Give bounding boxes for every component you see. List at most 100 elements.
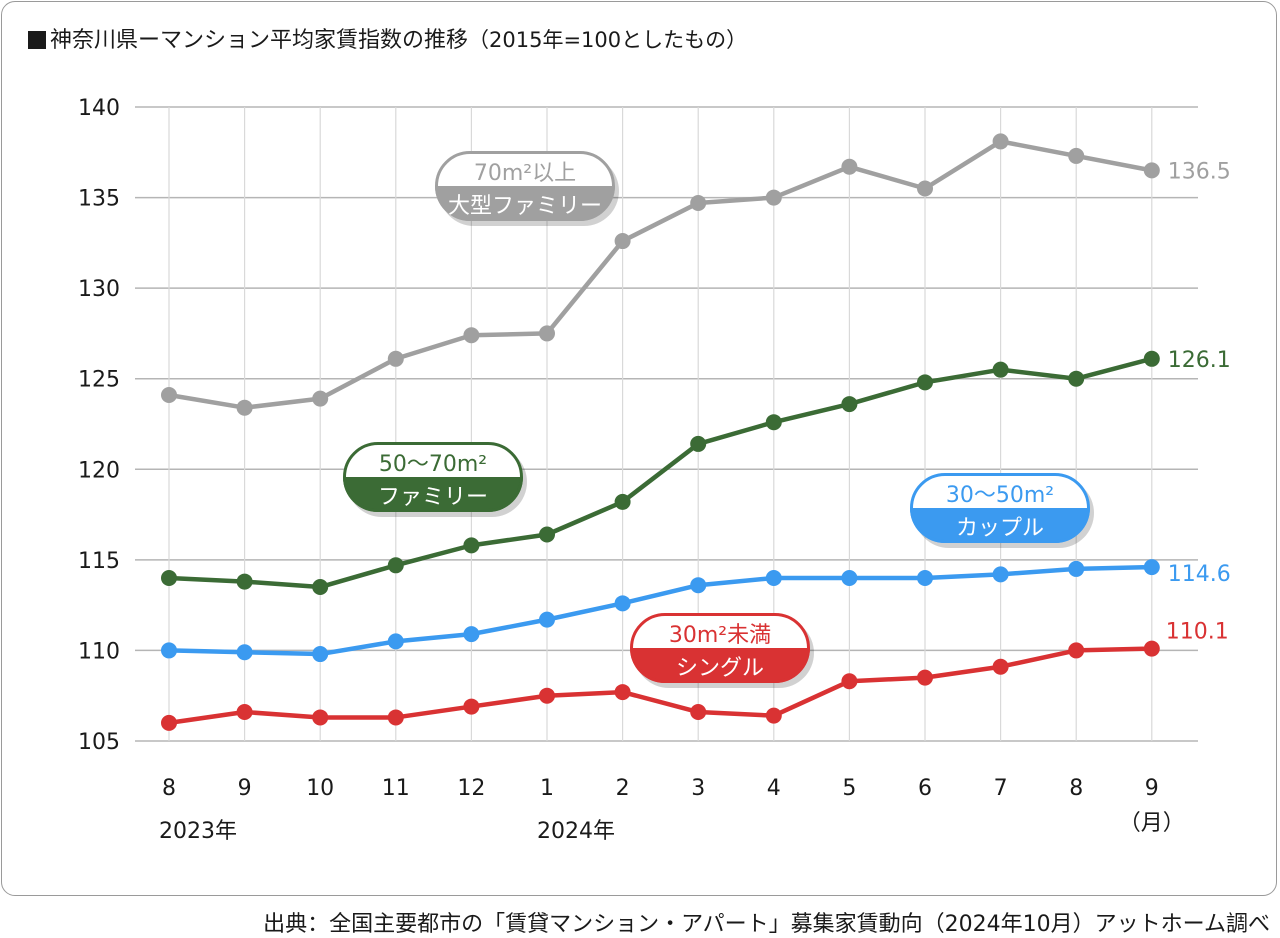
data-point-couple xyxy=(236,644,253,661)
badge-label-bottom: ファミリー xyxy=(378,485,488,510)
data-point-family xyxy=(1143,350,1160,367)
x-tick-label: 11 xyxy=(382,776,410,801)
data-point-couple xyxy=(917,569,933,586)
badge-fill xyxy=(630,648,810,683)
data-point-family xyxy=(765,414,782,431)
data-point-single xyxy=(614,684,631,701)
data-point-couple xyxy=(614,595,631,612)
y-tick-label: 110 xyxy=(78,639,120,664)
x-tick-label: 6 xyxy=(918,776,932,801)
badge-border xyxy=(435,151,615,221)
badge-label-top: 30m²未満 xyxy=(669,623,771,648)
data-point-single xyxy=(539,687,555,704)
title-note: （2015年=100としたもの） xyxy=(468,28,748,52)
data-point-family xyxy=(236,573,253,590)
data-point-large_family xyxy=(841,158,858,175)
badge-label-bottom: カップル xyxy=(956,516,1044,541)
y-tick-label: 135 xyxy=(78,187,120,212)
x-tick-label: 7 xyxy=(994,776,1008,801)
data-point-single xyxy=(917,669,933,686)
data-point-family xyxy=(539,526,555,543)
x-tick-label: 8 xyxy=(162,776,176,801)
data-point-family xyxy=(387,557,404,574)
title-main: 神奈川県ーマンション平均家賃指数の推移 xyxy=(50,28,469,53)
series-line-large_family xyxy=(168,139,1153,410)
badge-label-top: 70m²以上 xyxy=(474,161,576,186)
series-line-single xyxy=(168,646,1152,726)
x-tick-label: 9 xyxy=(238,776,252,801)
data-point-single xyxy=(1143,640,1160,657)
end-labels: 136.5 126.1 114.6 110.1 xyxy=(1166,159,1231,644)
data-point-family xyxy=(841,396,858,413)
data-point-couple xyxy=(539,611,555,628)
data-point-single xyxy=(161,714,177,731)
series-line-couple xyxy=(168,564,1152,657)
month-unit-label: （月） xyxy=(1119,811,1185,836)
end-label-large_family: 136.5 xyxy=(1168,159,1231,184)
x-tick-label: 4 xyxy=(767,776,781,801)
data-point-family xyxy=(463,537,480,554)
square-bullet-icon xyxy=(28,31,46,49)
y-tick-label: 130 xyxy=(78,277,120,302)
x-tick-label: 10 xyxy=(306,776,334,801)
data-point-large_family xyxy=(387,350,404,367)
series-line-family xyxy=(168,356,1153,590)
x-tick-label: 2 xyxy=(616,776,630,801)
end-label-family: 126.1 xyxy=(1168,348,1231,373)
data-point-family xyxy=(690,435,707,452)
series-family xyxy=(161,350,1160,596)
data-point-single xyxy=(841,673,858,690)
data-point-couple xyxy=(387,633,404,650)
series-large_family xyxy=(161,133,1160,416)
data-point-family xyxy=(917,374,933,391)
data-point-couple xyxy=(690,577,707,594)
data-point-large_family xyxy=(917,180,933,197)
badge-label-bottom: シングル xyxy=(676,656,764,681)
data-point-large_family xyxy=(690,195,707,212)
data-point-couple xyxy=(765,569,782,586)
end-label-couple: 114.6 xyxy=(1168,562,1231,587)
data-point-large_family xyxy=(1143,162,1160,179)
badge-label-top: 50〜70m² xyxy=(379,452,487,477)
data-point-couple xyxy=(992,566,1009,583)
x-tick-label: 3 xyxy=(691,776,705,801)
y-tick-label: 105 xyxy=(78,730,120,755)
data-point-large_family xyxy=(463,327,480,344)
y-tick-label: 140 xyxy=(78,96,120,121)
data-point-large_family xyxy=(765,189,782,206)
data-point-large_family xyxy=(992,133,1009,150)
data-point-single xyxy=(1068,642,1085,659)
data-point-family xyxy=(992,361,1009,378)
badge-border xyxy=(910,473,1090,543)
badge-border xyxy=(343,442,523,512)
data-point-large_family xyxy=(539,325,555,342)
x-tick-label: 5 xyxy=(842,776,856,801)
x-tick-label: 12 xyxy=(457,776,485,801)
data-point-large_family xyxy=(1068,147,1085,164)
data-point-single xyxy=(387,709,404,726)
badge-border xyxy=(630,613,810,683)
data-point-couple xyxy=(1143,559,1160,576)
data-point-couple xyxy=(312,646,329,663)
data-point-single xyxy=(690,704,707,721)
y-tick-label: 125 xyxy=(78,368,120,393)
data-point-large_family xyxy=(312,390,329,407)
series-single xyxy=(161,640,1160,731)
end-label-single: 110.1 xyxy=(1166,620,1229,645)
badge-label-bottom: 大型ファミリー xyxy=(448,194,602,219)
data-point-single xyxy=(463,698,480,715)
data-point-family xyxy=(1068,370,1085,387)
data-point-couple xyxy=(1068,560,1085,577)
y-axis-ticks: 105 110 115 120 125 130 135 140 xyxy=(78,96,120,755)
badge-couple: 30〜50m² カップル xyxy=(910,473,1094,548)
data-point-single xyxy=(236,704,253,721)
chart-title: 神奈川県ーマンション平均家賃指数の推移（2015年=100としたもの） xyxy=(28,22,747,54)
data-point-family xyxy=(161,569,177,586)
x-tick-label: 9 xyxy=(1145,776,1159,801)
data-point-single xyxy=(312,709,329,726)
data-point-couple xyxy=(161,642,177,659)
